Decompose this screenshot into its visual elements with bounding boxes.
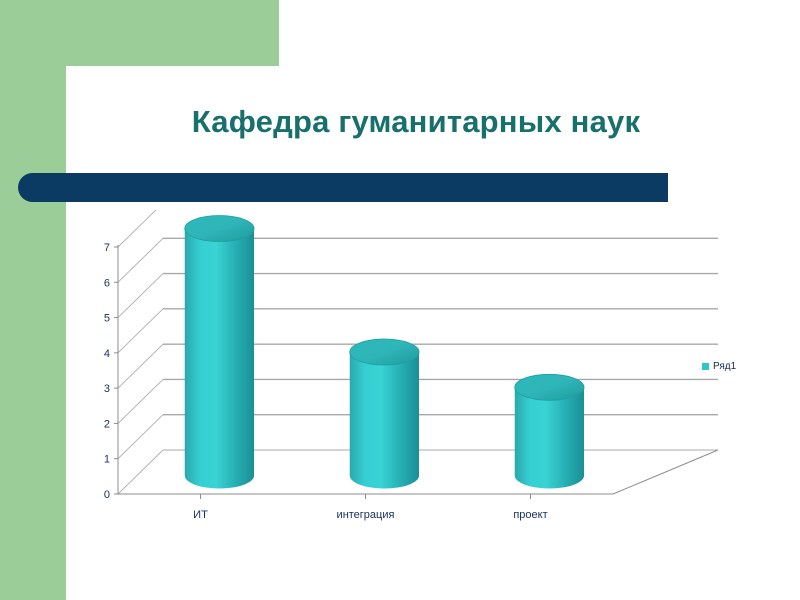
page-title: Кафедра гуманитарных наук [191,104,641,139]
svg-text:1: 1 [104,454,110,466]
svg-text:ИТ: ИТ [193,509,208,521]
svg-text:2: 2 [104,418,110,430]
svg-text:проект: проект [513,509,547,521]
svg-text:5: 5 [104,313,110,325]
navy-banner-bar [18,173,668,202]
chart-legend: Ряд1 [702,361,736,372]
svg-text:7: 7 [104,242,110,254]
legend-label: Ряд1 [713,361,737,372]
legend-swatch-icon [702,363,709,370]
svg-text:3: 3 [104,383,110,395]
svg-text:интеграция: интеграция [337,509,395,521]
chart-canvas: 0 1 2 3 4 5 6 7 ИТ интеграция проект [104,210,719,521]
bar-chart-3d: 0 1 2 3 4 5 6 7 ИТ интеграция проект [55,210,800,540]
svg-text:0: 0 [104,489,110,501]
svg-text:4: 4 [104,348,110,360]
svg-text:6: 6 [104,277,110,289]
green-sidebar-column [0,0,66,600]
